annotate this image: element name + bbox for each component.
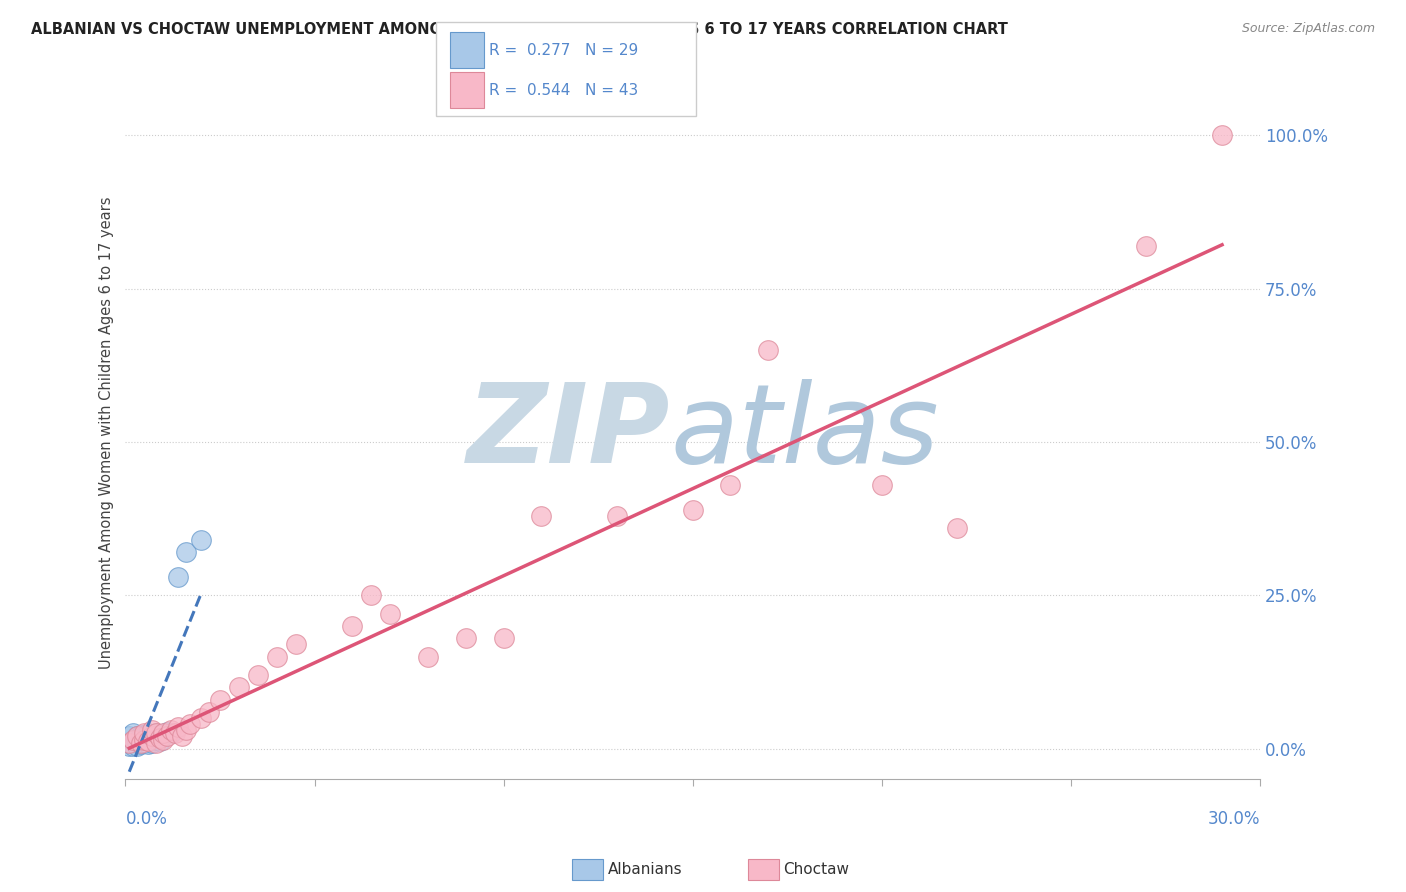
Point [148,731,170,745]
Point [148,728,170,742]
Point [136,734,159,748]
Point [197,705,219,719]
Point [266,649,288,664]
Point [122,732,145,747]
Point [125,739,148,753]
Point [156,730,179,744]
Point [136,737,159,751]
Point [129,735,152,749]
Point [1211,128,1233,143]
Point [208,692,231,706]
Point [148,734,170,748]
Text: ZIP: ZIP [467,379,671,486]
Point [174,545,197,559]
Point [179,717,201,731]
Point [134,732,156,747]
Point [284,637,307,651]
Point [136,726,159,740]
Point [360,588,382,602]
Point [122,726,145,740]
Point [454,632,477,646]
Point [416,649,439,664]
Point [129,737,152,751]
Point [145,726,167,740]
Point [134,735,156,749]
Point [342,619,364,633]
Y-axis label: Unemployment Among Women with Children Ages 6 to 17 years: Unemployment Among Women with Children A… [100,196,114,669]
Point [129,728,152,742]
Point [118,735,141,749]
Point [946,521,969,535]
Point [141,723,163,738]
Point [378,607,401,621]
Point [167,570,190,584]
Point [136,732,159,747]
Point [122,732,145,747]
Text: atlas: atlas [671,379,939,486]
Point [1135,239,1157,253]
Text: Source: ZipAtlas.com: Source: ZipAtlas.com [1241,22,1375,36]
Text: R =  0.544   N = 43: R = 0.544 N = 43 [489,82,638,97]
Point [118,739,141,753]
Text: R =  0.277   N = 29: R = 0.277 N = 29 [489,43,638,58]
Text: 30.0%: 30.0% [1208,810,1260,828]
Point [190,711,212,725]
Point [174,723,197,738]
Text: 0.0%: 0.0% [125,810,167,828]
Point [228,681,250,695]
Point [160,723,183,738]
Point [118,735,141,749]
Point [141,730,163,744]
Point [160,726,183,740]
Point [163,726,186,740]
Point [720,478,742,492]
Point [530,508,553,523]
Point [125,730,148,744]
Point [141,730,163,744]
Point [118,730,141,744]
Text: Albanians: Albanians [607,863,682,877]
Point [756,343,779,357]
Point [152,732,174,747]
Point [122,739,145,753]
Point [870,478,893,492]
Point [129,732,152,747]
Point [167,720,190,734]
Point [682,502,704,516]
Point [156,724,179,739]
Point [190,533,212,548]
Point [125,734,148,748]
Point [145,732,167,747]
Point [145,735,167,749]
Point [134,726,156,740]
Point [172,730,194,744]
Point [145,726,167,740]
Text: Choctaw: Choctaw [783,863,849,877]
Point [152,730,174,744]
Point [606,508,628,523]
Point [246,668,269,682]
Text: ALBANIAN VS CHOCTAW UNEMPLOYMENT AMONG WOMEN WITH CHILDREN AGES 6 TO 17 YEARS CO: ALBANIAN VS CHOCTAW UNEMPLOYMENT AMONG W… [31,22,1008,37]
Point [134,730,156,744]
Point [125,730,148,744]
Point [492,632,515,646]
Point [141,735,163,749]
Point [152,726,174,740]
